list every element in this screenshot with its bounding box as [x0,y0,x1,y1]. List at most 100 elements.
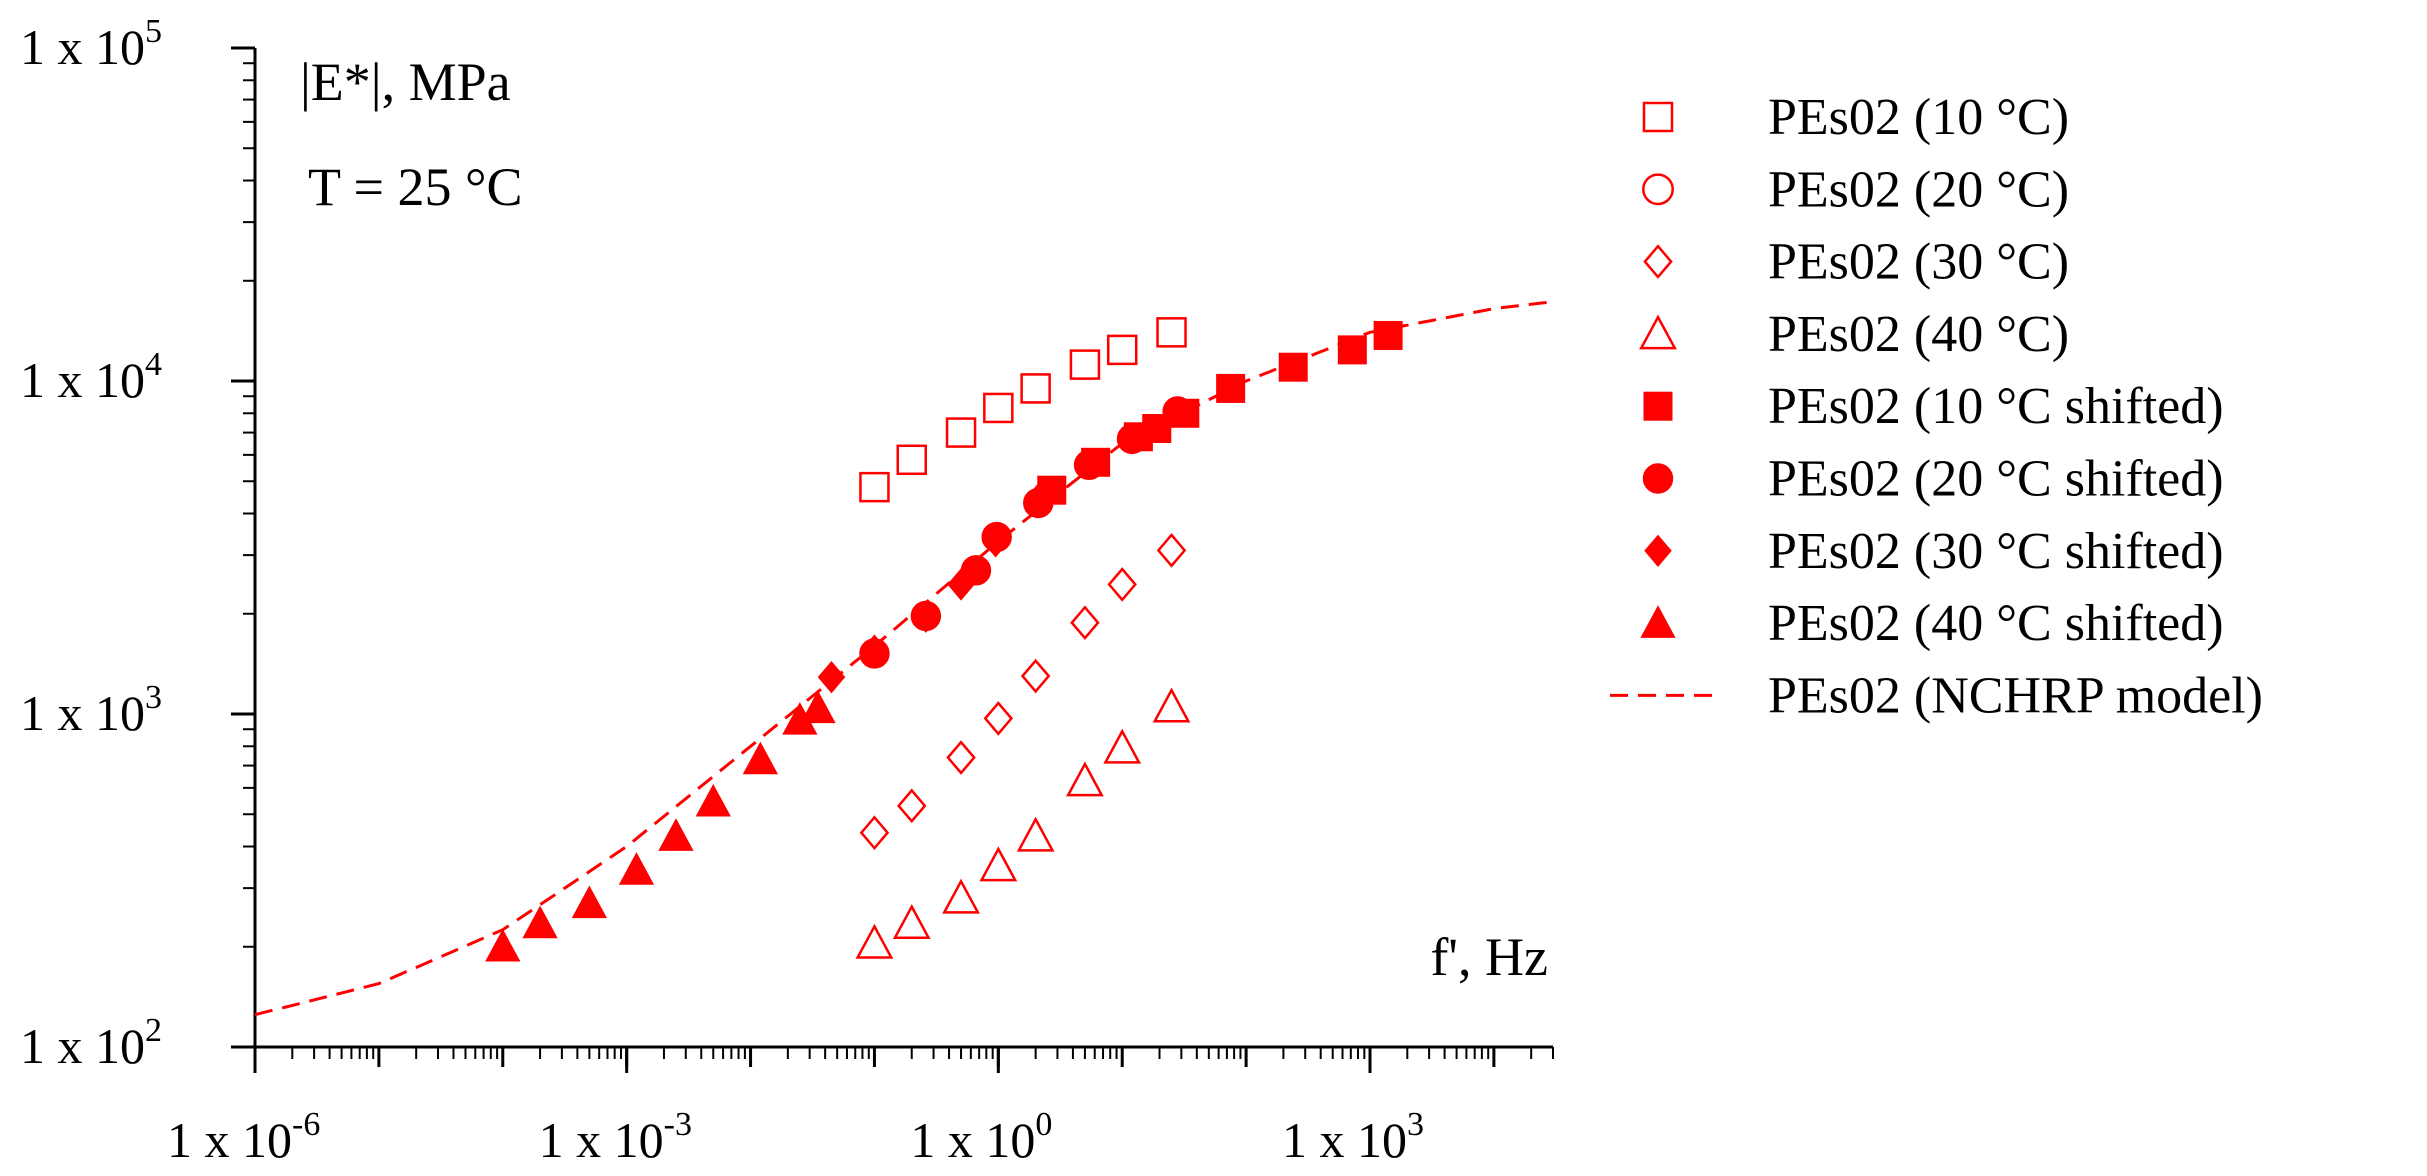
data-point [859,471,890,503]
y-tick-label-base: 1 x 10 [20,685,145,741]
legend-label: PEs02 (30 °C) [1768,234,2069,291]
data-point [522,905,558,939]
data-point [1156,533,1187,568]
data-point [817,661,846,694]
data-point [1156,317,1187,348]
y-minor-ticks [243,62,255,948]
legend: PEs02 (10 °C) PEs02 (20 °C) PEs02 (30 °C) P… [1610,89,2263,724]
x-tick-label: 1 x 103 [1282,1106,1424,1168]
legend-label: PEs02 (40 °C shifted) [1768,595,2224,652]
y-tick-label-exp: 3 [145,679,162,716]
data-point [485,928,521,962]
legend-swatch [1640,605,1676,638]
x-tick-label: 1 x 10-6 [167,1106,320,1168]
legend-entry: PEs02 (10 °C) [1642,89,2069,146]
legend-label: PEs02 (20 °C shifted) [1768,451,2224,508]
data-point [912,600,940,633]
legend-swatch [1644,534,1672,567]
legend-label: PEs02 (NCHRP model) [1768,667,2263,724]
data-point [571,885,608,919]
data-points-group [485,317,1403,962]
model-curve [254,300,1554,1017]
data-point [1373,320,1403,350]
model-curve-group [254,300,1554,1017]
legend-entry: PEs02 (10 °C shifted) [1643,378,2224,435]
x-tick-label-base: 1 x 10 [910,1112,1035,1168]
legend-entry: PEs02 (30 °C shifted) [1644,523,2224,580]
data-point [942,878,980,914]
y-tick-label: 1 x 105 [20,13,162,75]
series-3 [855,687,1191,959]
data-point [1216,373,1246,403]
legend-label: PEs02 (10 °C) [1768,89,2069,146]
data-point [983,701,1014,736]
data-point [1278,352,1308,382]
y-tick-label-base: 1 x 10 [20,19,145,75]
legend-swatch [1643,391,1673,421]
data-point [979,846,1018,882]
x-tick-label-exp: -3 [664,1106,692,1143]
data-point [1162,396,1193,427]
annotation-temperature: T = 25 °C [308,157,523,217]
series-2 [859,533,1187,851]
data-point [1152,687,1191,723]
x-tick-label-exp: 3 [1407,1106,1424,1143]
x-tick-label: 1 x 100 [910,1106,1052,1168]
data-point [1027,480,1055,513]
y-tick-label: 1 x 104 [20,346,162,408]
y-tick-label-base: 1 x 10 [20,1018,145,1074]
data-point [1069,349,1101,380]
x-minor-ticks [253,1047,1554,1067]
y-axis-label: |E*|, MPa [300,52,511,112]
legend-label: PEs02 (10 °C shifted) [1768,378,2224,435]
x-axis-label: f', Hz [1430,927,1548,987]
legend-label: PEs02 (20 °C) [1768,161,2069,218]
legend-swatch [1642,463,1674,494]
data-point [695,783,731,817]
data-point [800,690,836,724]
data-point [1107,567,1137,602]
data-point [1020,658,1051,694]
x-tick-label-base: 1 x 10 [539,1112,664,1168]
data-point [1070,605,1100,641]
y-tick-label-exp: 2 [145,1012,162,1049]
series-7 [485,690,836,962]
data-point [1073,449,1105,481]
data-point [897,788,927,824]
data-point [896,444,927,476]
data-point [855,923,894,959]
legend-entry: PEs02 (20 °C) [1642,161,2069,218]
data-point [859,815,890,851]
data-point [1103,728,1142,764]
legend-entry: PEs02 (20 °C shifted) [1642,451,2224,508]
data-point [1016,816,1055,852]
legend-swatch [1639,314,1677,350]
data-point [860,634,889,667]
series-0 [859,317,1187,503]
legend-entry: PEs02 (30 °C) [1643,234,2069,291]
data-point [947,568,975,601]
data-point [1066,761,1104,797]
x-tick-label-exp: 0 [1035,1106,1052,1143]
data-point [945,417,977,448]
legend-entry: PEs02 (NCHRP model) [1610,667,2263,724]
data-point [981,525,1010,558]
data-point [618,852,655,885]
x-tick-label-exp: -6 [292,1106,320,1143]
y-tick-label: 1 x 103 [20,679,162,741]
data-point [1106,334,1138,366]
data-point [1337,335,1367,365]
legend-swatch [1643,244,1673,279]
y-tick-label: 1 x 102 [20,1012,162,1074]
x-tick-label-base: 1 x 10 [167,1112,292,1168]
data-point [892,904,931,939]
legend-label: PEs02 (30 °C shifted) [1768,523,2224,580]
y-tick-label-base: 1 x 10 [20,352,145,408]
series-5 [859,396,1193,669]
data-point [946,740,976,775]
data-point [983,392,1014,424]
y-tick-label-exp: 5 [145,13,162,50]
